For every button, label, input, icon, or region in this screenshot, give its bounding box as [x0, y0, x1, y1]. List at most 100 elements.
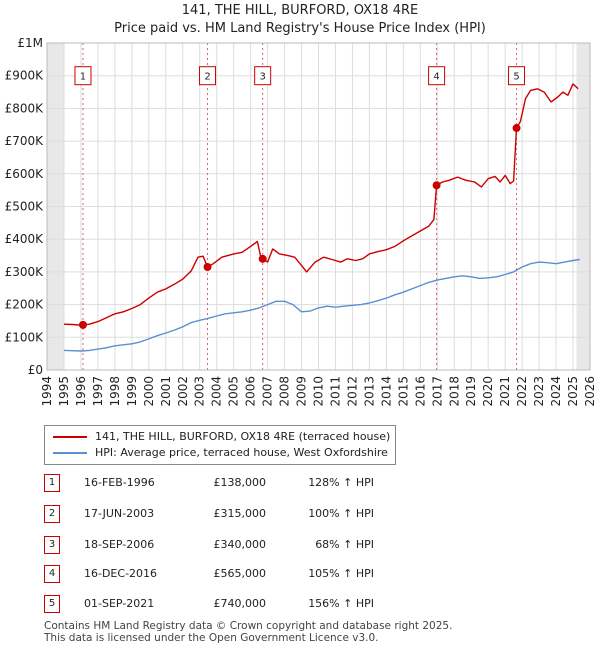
x-tick-label: 2011	[328, 376, 342, 407]
y-tick-label: £0	[28, 363, 43, 377]
x-tick-label: 2007	[261, 376, 275, 407]
sale-price: £565,000	[213, 567, 267, 580]
sale-price: £315,000	[213, 507, 267, 520]
x-tick-label: 2006	[244, 376, 258, 407]
x-tick-label: 2015	[396, 376, 410, 407]
legend-item-property: 141, THE HILL, BURFORD, OX18 4RE (terrac…	[53, 429, 390, 445]
x-tick-label: 2001	[159, 376, 173, 407]
sale-label-box	[508, 66, 526, 86]
table-row: 4 16-DEC-2016 £565,000 105% ↑ HPI	[44, 565, 444, 583]
x-tick-label: 2019	[464, 376, 478, 407]
legend-swatch-property	[53, 436, 87, 438]
x-tick-label: 2008	[278, 376, 292, 407]
chart-title: 141, THE HILL, BURFORD, OX18 4RE	[181, 3, 419, 18]
footer: Contains HM Land Registry data © Crown c…	[44, 620, 452, 644]
sale-price: £740,000	[213, 597, 267, 610]
sale-points	[78, 124, 521, 329]
sale-date: 18-SEP-2006	[84, 538, 155, 551]
sale-point	[258, 254, 267, 263]
x-tick-label: 2013	[362, 376, 376, 407]
sale-point	[432, 181, 441, 190]
plot-border	[46, 42, 591, 371]
y-tick-label: £800K	[5, 101, 45, 115]
footer-licence: This data is licensed under the Open Gov…	[44, 632, 379, 644]
sale-price: £138,000	[213, 476, 267, 489]
legend-swatch-hpi	[53, 452, 87, 454]
y-tick-label: £1M	[17, 36, 43, 50]
sale-label-box	[199, 66, 217, 86]
sale-label-box	[428, 66, 446, 86]
x-tick-label: 2002	[176, 376, 190, 407]
chart-subtitle: Price paid vs. HM Land Registry's House …	[114, 21, 486, 36]
table-row: 5 01-SEP-2021 £740,000 156% ↑ HPI	[44, 595, 444, 613]
sale-hpi-change: 100% ↑ HPI	[308, 507, 374, 520]
x-tick-label: 2017	[430, 376, 444, 407]
sale-hpi-change: 128% ↑ HPI	[308, 476, 374, 489]
x-tick-label: 1994	[40, 376, 54, 407]
x-tick-label: 2021	[498, 376, 512, 407]
sale-date: 16-DEC-2016	[84, 567, 158, 580]
sale-label: 2	[204, 72, 210, 83]
sale-label: 4	[433, 72, 439, 83]
sale-point	[78, 320, 87, 329]
sale-label-box	[254, 66, 272, 86]
x-tick-label: 2024	[549, 376, 563, 407]
series-line	[63, 258, 580, 352]
x-tick-label: 2020	[481, 376, 495, 407]
x-tick-label: 2010	[312, 376, 326, 407]
y-tick-label: £900K	[5, 69, 45, 83]
chart-title-block: 141, THE HILL, BURFORD, OX18 4RE Price p…	[0, 2, 600, 38]
x-tick-label: 2016	[413, 376, 427, 407]
sale-label: 3	[259, 72, 265, 83]
x-tick-label: 2018	[447, 376, 461, 407]
sale-number-badge: 5	[44, 595, 60, 613]
sale-label: 5	[513, 72, 519, 83]
sale-hpi-change: 156% ↑ HPI	[308, 597, 374, 610]
y-tick-label: £200K	[5, 298, 45, 312]
sale-number-badge: 3	[44, 536, 60, 554]
x-tick-label: 2009	[295, 376, 309, 407]
sale-point	[512, 124, 521, 133]
sale-label-box	[74, 66, 92, 86]
price-chart: 1 2 3 4 5 £0 £100K £200K £300K £400K £500K £600K £7…	[5, 36, 597, 407]
sale-date: 01-SEP-2021	[84, 597, 155, 610]
series-line	[63, 83, 579, 326]
legend-label-hpi: HPI: Average price, terraced house, West…	[95, 446, 388, 459]
legend-item-hpi: HPI: Average price, terraced house, West…	[53, 445, 388, 461]
y-tick-label: £600K	[5, 167, 45, 181]
x-tick-label: 1996	[74, 376, 88, 407]
legend-label-property: 141, THE HILL, BURFORD, OX18 4RE (terrac…	[95, 430, 391, 443]
sale-hpi-change: 68% ↑ HPI	[315, 538, 374, 551]
sale-point	[203, 262, 212, 271]
x-tick-label: 2025	[566, 376, 580, 407]
sale-labels: 1 2 3 4 5	[74, 66, 526, 86]
y-tick-label: £700K	[5, 134, 45, 148]
sale-label: 1	[80, 72, 86, 83]
sale-number-badge: 2	[44, 505, 60, 523]
y-tick-label: £400K	[5, 232, 45, 246]
x-tick-label: 2014	[379, 376, 393, 407]
table-row: 2 17-JUN-2003 £315,000 100% ↑ HPI	[44, 505, 444, 523]
axis-layer: £0 £100K £200K £300K £400K £500K £600K £700K £80…	[5, 36, 597, 407]
x-tick-label: 2023	[532, 376, 546, 407]
x-tick-label: 1997	[91, 376, 105, 407]
sale-price: £340,000	[213, 538, 267, 551]
y-tick-label: £500K	[5, 200, 45, 214]
x-tick-label: 1998	[108, 376, 122, 407]
x-tick-label: 2012	[345, 376, 359, 407]
table-row: 1 16-FEB-1996 £138,000 128% ↑ HPI	[44, 474, 444, 492]
x-tick-label: 2026	[583, 376, 597, 407]
x-tick-label: 1995	[57, 376, 71, 407]
series-layer	[63, 83, 580, 352]
footer-copyright: Contains HM Land Registry data © Crown c…	[44, 620, 453, 632]
sale-number-badge: 4	[44, 565, 60, 583]
x-tick-label: 2004	[210, 376, 224, 407]
x-tick-label: 2003	[193, 376, 207, 407]
sale-date: 16-FEB-1996	[84, 476, 155, 489]
sale-hpi-change: 105% ↑ HPI	[308, 567, 374, 580]
sale-number-badge: 1	[44, 474, 60, 492]
legend: 141, THE HILL, BURFORD, OX18 4RE (terrac…	[44, 425, 396, 465]
x-tick-label: 2005	[227, 376, 241, 407]
sale-date: 17-JUN-2003	[84, 507, 155, 520]
x-tick-label: 1999	[125, 376, 139, 407]
